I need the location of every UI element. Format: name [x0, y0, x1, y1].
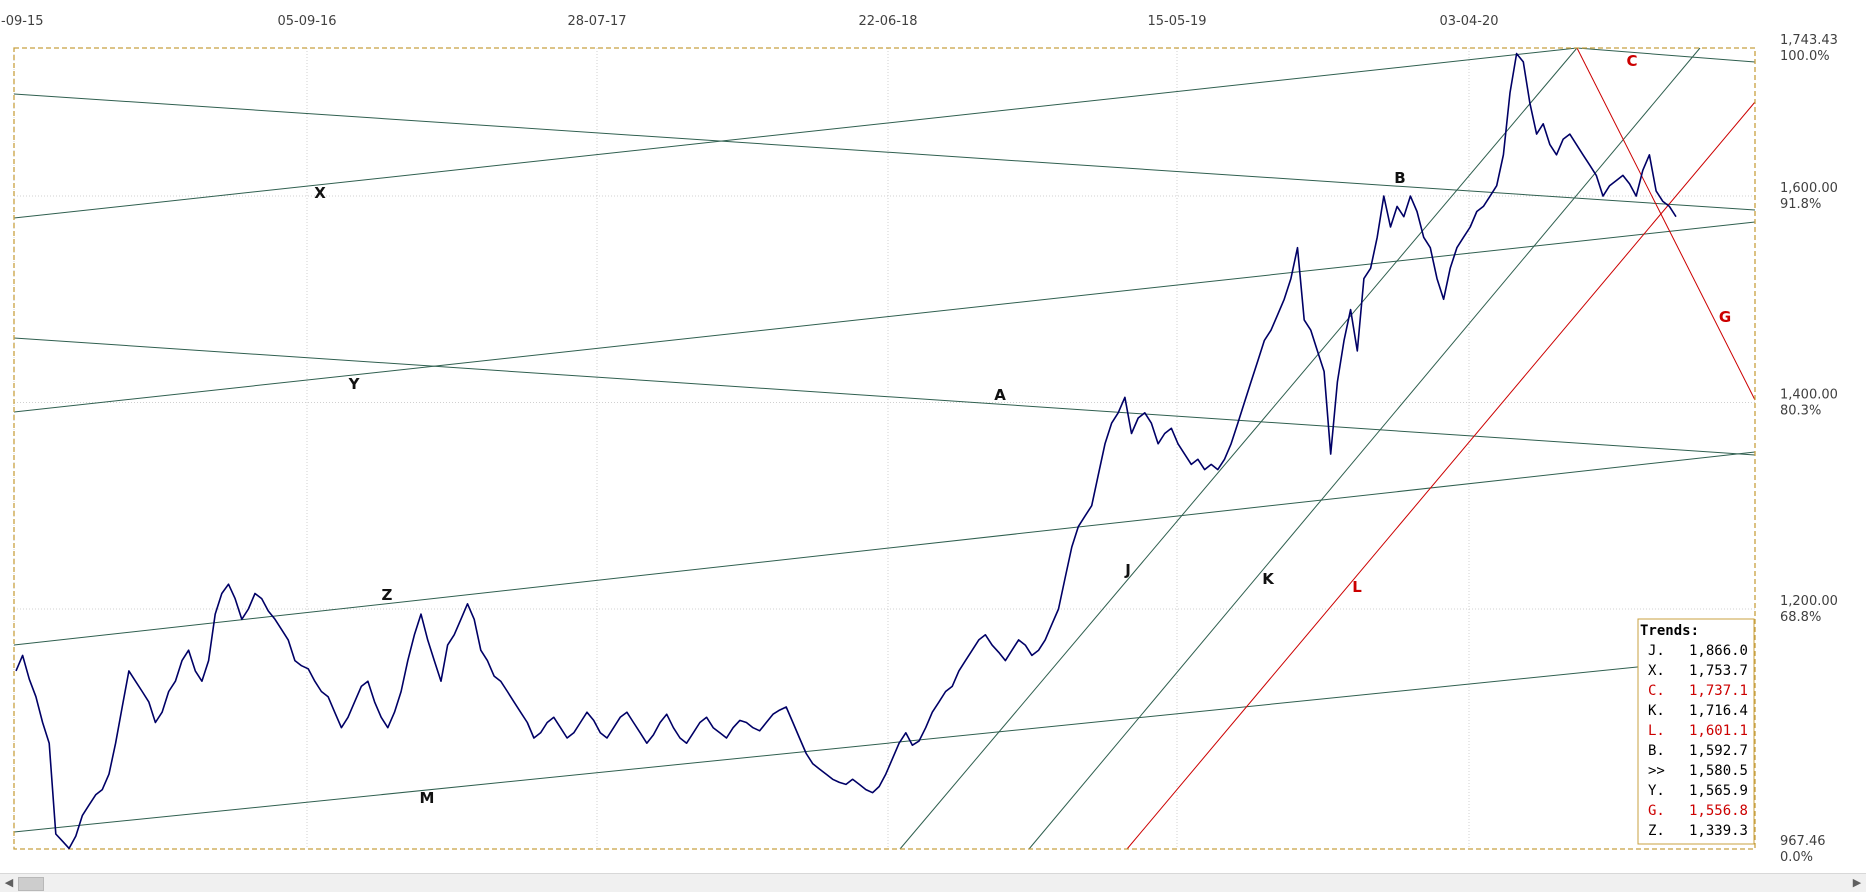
price-line — [15, 52, 1677, 850]
x-tick-label: 03-04-20 — [1439, 14, 1498, 29]
legend-value: 1,580.5 — [1689, 763, 1748, 779]
x-tick-label: 15-05-19 — [1147, 14, 1206, 29]
legend-key: B. — [1648, 743, 1665, 759]
legend-key: C. — [1648, 683, 1665, 699]
trend-line-g — [1576, 47, 1756, 401]
scrollbar-thumb[interactable] — [18, 877, 44, 891]
legend-key: X. — [1648, 663, 1665, 679]
legend-key: G. — [1648, 803, 1665, 819]
legend-value: 1,753.7 — [1689, 663, 1748, 679]
chart-frame — [13, 47, 1756, 850]
trend-label-j: J — [1124, 561, 1131, 579]
legend-key: >> — [1648, 763, 1665, 779]
trend-label-z: Z — [382, 586, 393, 604]
legend-value: 1,866.0 — [1689, 643, 1748, 659]
y-tick-label: 967.46 — [1780, 834, 1826, 849]
y-percent-label: 91.8% — [1780, 197, 1821, 212]
trend-label-l: L — [1352, 578, 1362, 596]
trend-line-b — [13, 93, 1756, 211]
legend-value: 1,737.1 — [1689, 683, 1748, 699]
legend-value: 1,592.7 — [1689, 743, 1748, 759]
y-percent-label: 0.0% — [1780, 850, 1813, 865]
trend-line-a — [13, 337, 1756, 456]
legend-key: Y. — [1648, 783, 1665, 799]
trend-line-m — [13, 654, 1756, 833]
y-tick-label: 1,200.00 — [1780, 594, 1838, 609]
x-tick-label: 12-09-15 — [0, 14, 44, 29]
scroll-left-icon[interactable]: ◀ — [4, 876, 14, 889]
trend-label-c: C — [1626, 52, 1637, 70]
legend-value: 1,339.3 — [1689, 823, 1748, 839]
trends-legend: Trends: J. 1,866.0 X. 1,753.7 C. 1,737.1 K. 1,71… — [1637, 618, 1755, 845]
trend-label-b: B — [1394, 169, 1405, 187]
legend-value: 1,565.9 — [1689, 783, 1748, 799]
legend-value: 1,556.8 — [1689, 803, 1748, 819]
trend-line-z — [13, 451, 1756, 646]
trend-line-y — [13, 221, 1756, 413]
trend-line-j — [899, 47, 1578, 850]
trend-labels: X Y Z M A B J K L C G — [314, 52, 1731, 807]
legend-box — [1637, 618, 1755, 845]
legend-title: Trends: — [1640, 623, 1699, 639]
horizontal-scrollbar[interactable]: ◀ ▶ — [0, 873, 1866, 892]
trend-line-k — [1028, 47, 1701, 850]
price-series — [15, 52, 1677, 850]
legend-value: 1,716.4 — [1689, 703, 1748, 719]
legend-key: L. — [1648, 723, 1665, 739]
x-axis-ticks: 12-09-15 05-09-16 28-07-17 22-06-18 15-05-19… — [0, 14, 1499, 29]
y-tick-label: 1,400.00 — [1780, 388, 1838, 403]
trend-line-l — [1126, 101, 1756, 850]
y-tick-label: 1,743.43 — [1780, 33, 1838, 48]
y-percent-label: 100.0% — [1780, 49, 1830, 64]
legend-key: K. — [1648, 703, 1665, 719]
trend-label-k: K — [1262, 570, 1275, 588]
trend-lines — [13, 47, 1756, 850]
y-percent-label: 80.3% — [1780, 404, 1821, 419]
trend-label-a: A — [994, 386, 1006, 404]
x-tick-label: 22-06-18 — [858, 14, 917, 29]
legend-key: Z. — [1648, 823, 1665, 839]
trend-line-c — [1576, 47, 1756, 63]
legend-key: J. — [1648, 643, 1665, 659]
y-percent-label: 68.8% — [1780, 610, 1821, 625]
trend-label-x: X — [314, 184, 326, 202]
x-tick-label: 05-09-16 — [277, 14, 336, 29]
x-tick-label: 28-07-17 — [567, 14, 626, 29]
scroll-right-icon[interactable]: ▶ — [1852, 876, 1862, 889]
trend-label-m: M — [420, 789, 435, 807]
y-tick-label: 1,600.00 — [1780, 181, 1838, 196]
trend-line-x — [13, 47, 1578, 219]
trend-label-y: Y — [348, 375, 361, 393]
grid-lines — [13, 48, 1755, 849]
legend-value: 1,601.1 — [1689, 723, 1748, 739]
trend-label-g: G — [1719, 308, 1731, 326]
